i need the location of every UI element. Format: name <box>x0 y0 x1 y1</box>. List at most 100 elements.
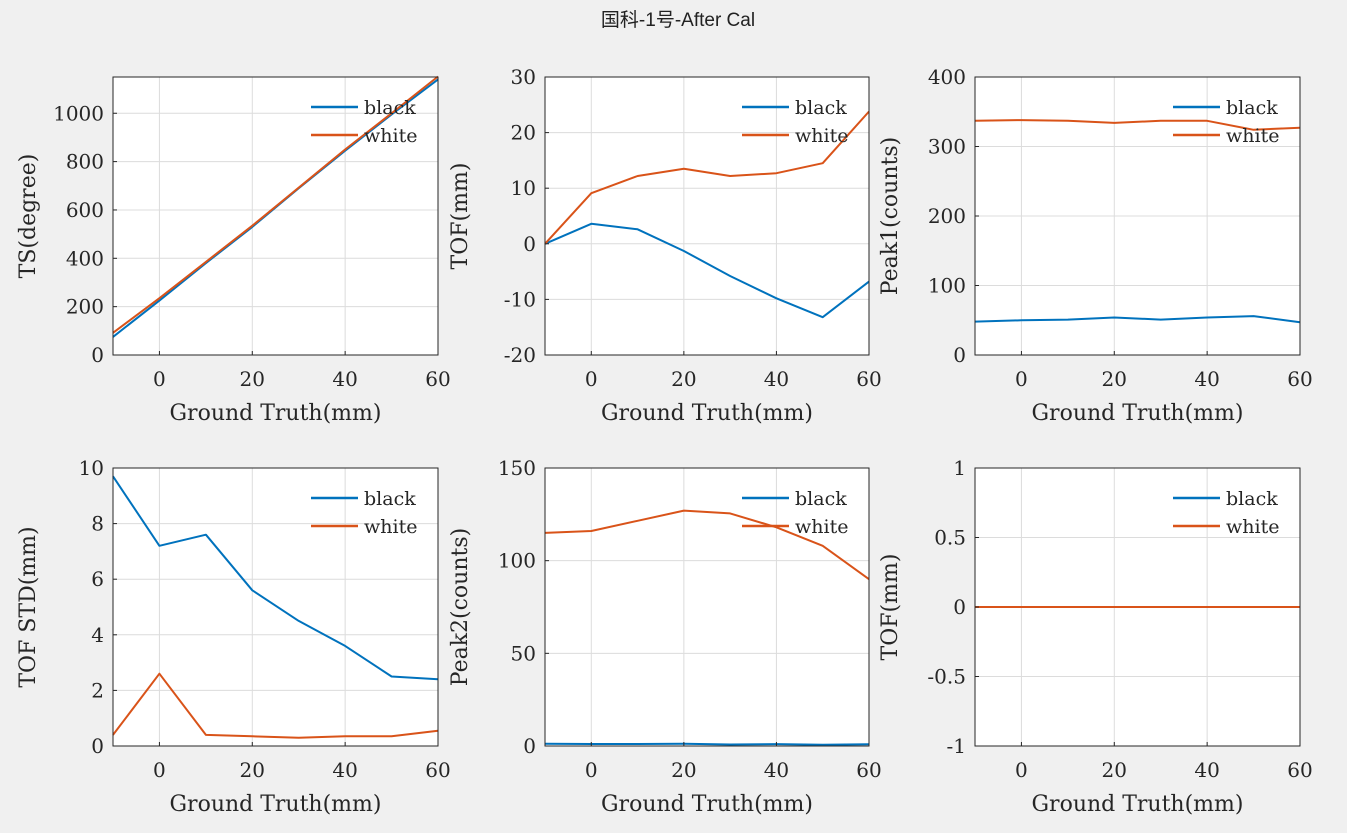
series-line-white <box>112 75 439 334</box>
x-tick-label: 20 <box>671 758 696 782</box>
y-tick-label: 4 <box>91 623 104 647</box>
x-tick-label: 60 <box>856 367 881 391</box>
series-line-white <box>112 672 439 739</box>
x-tick-label: 60 <box>1287 367 1312 391</box>
y-tick-label: 1000 <box>53 101 104 125</box>
subplot-6: 0 20 40 60 -1 -0.5 0 0.5 1 Ground Truth(mm) TOF(mm… <box>878 456 1313 817</box>
x-tick-label: 60 <box>1287 758 1312 782</box>
series-line-black <box>544 742 870 746</box>
subplot-5: 0 20 40 60 0 50 100 150 Ground Truth(mm) Peak2(co… <box>448 456 882 817</box>
legend-label-black: black <box>1226 97 1278 119</box>
y-tick-label: 0 <box>953 595 966 619</box>
axes-frame <box>544 76 870 356</box>
subplot-2: 0 20 40 60 -20 -10 0 10 20 30 Ground Truth(mm) TOF(… <box>448 65 882 426</box>
legend-label-black: black <box>364 97 416 119</box>
x-tick-label: 40 <box>1194 758 1219 782</box>
y-tick-label: 400 <box>66 246 104 270</box>
y-tick-label: 0 <box>91 734 104 758</box>
y-tick-label: 400 <box>928 65 966 89</box>
x-tick-label: 40 <box>332 367 357 391</box>
x-tick-label: 60 <box>856 758 881 782</box>
legend-label-white: white <box>364 125 417 147</box>
x-axis-label: Ground Truth(mm) <box>1031 792 1243 817</box>
y-tick-label: 0 <box>523 232 536 256</box>
plot-area <box>545 468 869 746</box>
legend-label-black: black <box>795 488 847 510</box>
legend-label-white: white <box>795 516 848 538</box>
x-tick-label: 20 <box>1102 758 1127 782</box>
x-tick-label: 20 <box>1102 367 1127 391</box>
y-tick-label: 10 <box>511 176 536 200</box>
legend-label-white: white <box>795 125 848 147</box>
y-tick-label: 8 <box>91 512 104 536</box>
y-tick-label: 0 <box>91 343 104 367</box>
y-tick-label: 20 <box>511 121 536 145</box>
y-tick-label: 150 <box>498 456 536 480</box>
subplot-3: 0 20 40 60 0 100 200 300 400 Ground Truth(mm) Peak… <box>878 65 1313 426</box>
y-tick-label: 100 <box>498 549 536 573</box>
legend-label-white: white <box>1226 125 1279 147</box>
y-axis-label: Peak2(counts) <box>448 528 473 686</box>
y-axis-label: Peak1(counts) <box>878 137 903 295</box>
x-tick-label: 0 <box>1015 758 1028 782</box>
y-tick-label: 50 <box>511 641 536 665</box>
x-tick-label: 20 <box>671 367 696 391</box>
x-tick-label: 0 <box>585 367 598 391</box>
legend: black white <box>742 97 848 147</box>
axes-frame <box>112 76 439 356</box>
y-tick-label: 0.5 <box>934 526 966 550</box>
series-line-white <box>974 119 1301 131</box>
y-tick-label: -0.5 <box>927 665 966 689</box>
x-tick-label: 0 <box>1015 367 1028 391</box>
legend: black white <box>742 488 848 538</box>
x-axis-label: Ground Truth(mm) <box>601 401 813 426</box>
x-axis-label: Ground Truth(mm) <box>169 792 381 817</box>
y-tick-label: 200 <box>928 204 966 228</box>
y-tick-label: -10 <box>504 287 536 311</box>
legend-label-white: white <box>1226 516 1279 538</box>
series-line-white <box>544 110 870 245</box>
plot-area <box>113 77 438 355</box>
legend: black white <box>311 488 417 538</box>
y-tick-label: 6 <box>91 567 104 591</box>
y-tick-label: 200 <box>66 295 104 319</box>
x-tick-label: 40 <box>764 758 789 782</box>
x-axis-label: Ground Truth(mm) <box>169 401 381 426</box>
figure-title: 国科-1号-After Cal <box>601 9 755 31</box>
y-tick-label: 300 <box>928 135 966 159</box>
axes-frame <box>112 467 439 747</box>
y-tick-label: -20 <box>504 343 536 367</box>
x-tick-label: 40 <box>332 758 357 782</box>
y-tick-label: 1 <box>953 456 966 480</box>
series-line-black <box>112 475 439 681</box>
x-tick-label: 60 <box>425 367 450 391</box>
series-line-black <box>544 222 870 319</box>
x-tick-label: 60 <box>425 758 450 782</box>
plot-area <box>545 77 869 355</box>
legend: black white <box>1173 97 1279 147</box>
axes-frame <box>544 467 870 747</box>
y-tick-label: -1 <box>947 734 966 758</box>
legend-label-black: black <box>1226 488 1278 510</box>
x-tick-label: 40 <box>1194 367 1219 391</box>
plot-area <box>113 468 438 746</box>
series-line-black <box>974 315 1301 324</box>
y-axis-label: TS(degree) <box>16 154 41 279</box>
legend-label-white: white <box>364 516 417 538</box>
x-tick-label: 0 <box>585 758 598 782</box>
y-tick-label: 30 <box>511 65 536 89</box>
legend: black white <box>1173 488 1279 538</box>
y-tick-label: 100 <box>928 274 966 298</box>
y-axis-label: TOF(mm) <box>448 163 473 270</box>
y-tick-label: 10 <box>79 456 104 480</box>
y-axis-label: TOF(mm) <box>878 554 903 661</box>
x-tick-label: 20 <box>240 367 265 391</box>
x-tick-label: 40 <box>764 367 789 391</box>
x-tick-label: 0 <box>153 367 166 391</box>
x-axis-label: Ground Truth(mm) <box>1031 401 1243 426</box>
x-axis-label: Ground Truth(mm) <box>601 792 813 817</box>
x-tick-label: 0 <box>153 758 166 782</box>
